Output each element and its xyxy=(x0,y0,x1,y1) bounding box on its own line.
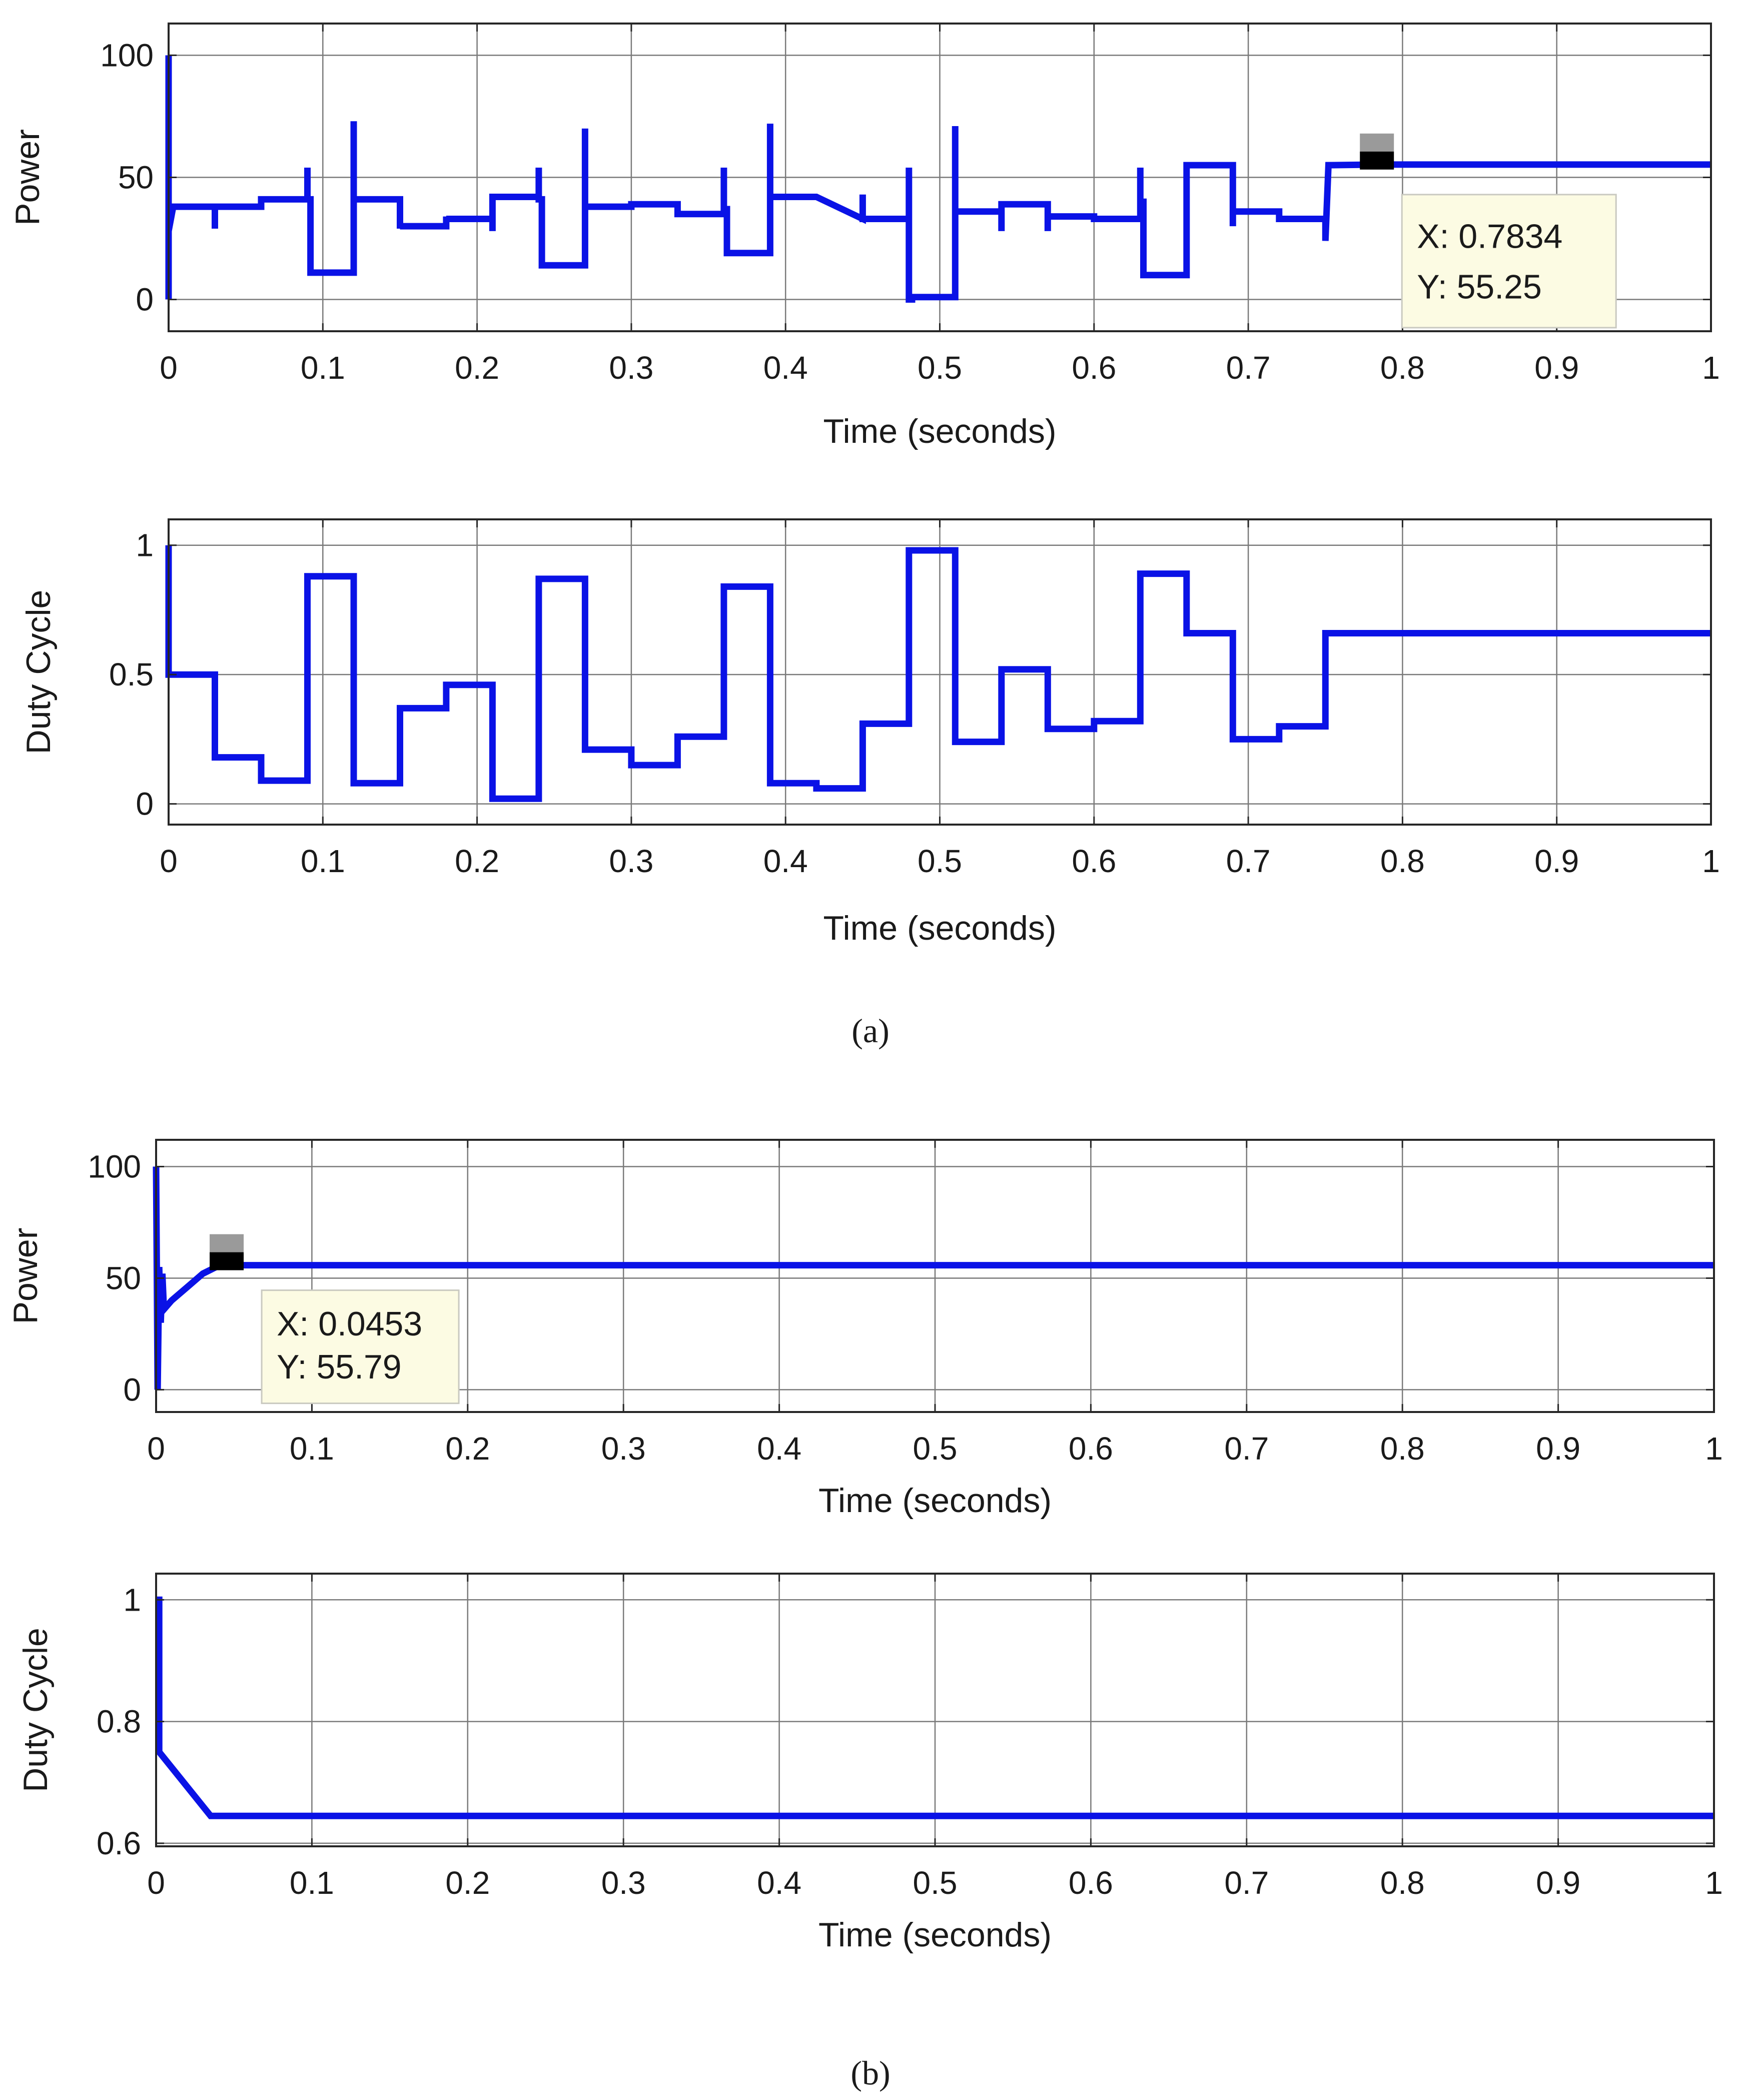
x-tick-label: 0.8 xyxy=(1380,350,1425,386)
y-tick-label: 50 xyxy=(118,160,154,196)
x-tick-label: 0.7 xyxy=(1226,350,1271,386)
series-line xyxy=(165,55,1711,303)
y-tick-label: 100 xyxy=(100,37,154,73)
x-tick-label: 0.1 xyxy=(301,843,345,879)
y-tick-label: 1 xyxy=(123,1582,141,1618)
caption-b: (b) xyxy=(850,2054,890,2092)
x-tick-label: 0.5 xyxy=(913,1865,958,1901)
x-tick-label: 0.9 xyxy=(1536,1431,1580,1467)
x-tick-label: 0.6 xyxy=(1072,350,1116,386)
duty-cycle-chart-b: 0 0.1 0.2 0.3 0.4 0.5 0.6 0.7 0.8 0.9 1 0.6 0.8 1 Time… xyxy=(17,1573,1723,1954)
x-axis-label: Time (seconds) xyxy=(823,909,1056,947)
x-tick-label: 0.7 xyxy=(1224,1865,1269,1901)
x-tick-label: 0.2 xyxy=(445,1865,490,1901)
power-chart-a: 0 0.1 0.2 0.3 0.4 0.5 0.6 0.7 0.8 0.9 1 0 50 100 Time … xyxy=(9,23,1720,450)
x-axis-label: Time (seconds) xyxy=(818,1916,1052,1954)
datatip-box xyxy=(1401,194,1617,329)
x-tick-label: 0.5 xyxy=(918,843,962,879)
x-tick-label: 0 xyxy=(147,1865,165,1901)
x-tick-label: 0.1 xyxy=(301,350,345,386)
x-tick-label: 0.6 xyxy=(1069,1431,1113,1467)
y-axis-label: Duty Cycle xyxy=(17,1628,55,1792)
y-tick-label: 0 xyxy=(136,282,154,318)
x-tick-label: 0.4 xyxy=(763,843,808,879)
x-tick-label: 0.7 xyxy=(1226,843,1271,879)
x-tick-label: 0.8 xyxy=(1380,1431,1425,1467)
x-tick-label: 0 xyxy=(160,350,178,386)
x-tick-label: 0.9 xyxy=(1534,350,1579,386)
x-tick-label: 0.1 xyxy=(290,1865,334,1901)
y-axis-label: Power xyxy=(9,129,47,226)
y-tick-label: 100 xyxy=(88,1149,141,1185)
y-axis-label: Duty Cycle xyxy=(20,590,58,755)
x-tick-label: 0.3 xyxy=(601,1865,646,1901)
y-tick-label: 50 xyxy=(106,1260,141,1296)
series-line xyxy=(165,545,1711,802)
duty-cycle-chart-a: 0 0.1 0.2 0.3 0.4 0.5 0.6 0.7 0.8 0.9 1 0 0.5 1 Time (… xyxy=(20,518,1720,947)
x-tick-label: 0.6 xyxy=(1069,1865,1113,1901)
datatip-x-text: X: 0.0453 xyxy=(277,1305,422,1343)
x-tick-label: 0.3 xyxy=(609,350,653,386)
y-axis-label: Power xyxy=(7,1228,45,1324)
x-tick-label: 1 xyxy=(1705,1865,1723,1901)
datatip-y-text: Y: 55.79 xyxy=(277,1348,402,1386)
y-tick-label: 0.5 xyxy=(109,656,154,692)
x-tick-label: 0.9 xyxy=(1534,843,1579,879)
x-tick-label: 0 xyxy=(160,843,178,879)
datatip-marker xyxy=(1360,151,1394,170)
x-tick-label: 0.2 xyxy=(445,1431,490,1467)
x-tick-label: 0.4 xyxy=(757,1865,801,1901)
x-tick-label: 0.4 xyxy=(763,350,808,386)
datatip-box xyxy=(261,1289,460,1405)
datatip-marker xyxy=(210,1252,244,1270)
x-tick-label: 0.5 xyxy=(918,350,962,386)
x-tick-label: 0.1 xyxy=(290,1431,334,1467)
x-axis-label: Time (seconds) xyxy=(818,1482,1052,1520)
x-tick-label: 0.4 xyxy=(757,1431,801,1467)
datatip-marker-top xyxy=(1360,133,1394,152)
x-tick-label: 0 xyxy=(147,1431,165,1467)
caption-a: (a) xyxy=(851,1012,889,1050)
x-tick-label: 0.9 xyxy=(1536,1865,1580,1901)
datatip-marker-top xyxy=(210,1234,244,1252)
x-tick-label: 1 xyxy=(1702,350,1720,386)
x-tick-label: 1 xyxy=(1702,843,1720,879)
x-tick-label: 0.2 xyxy=(455,350,499,386)
y-tick-label: 1 xyxy=(136,527,154,563)
y-tick-label: 0.8 xyxy=(97,1704,141,1740)
y-tick-label: 0.6 xyxy=(97,1825,141,1861)
y-tick-label: 0 xyxy=(123,1371,141,1408)
y-tick-label: 0 xyxy=(136,786,154,822)
x-tick-label: 0.3 xyxy=(609,843,653,879)
power-chart-b: 0 0.1 0.2 0.3 0.4 0.5 0.6 0.7 0.8 0.9 1 0 50 100 Time … xyxy=(7,1139,1723,1520)
x-tick-label: 0.2 xyxy=(455,843,499,879)
x-tick-label: 0.8 xyxy=(1380,1865,1425,1901)
x-tick-label: 0.5 xyxy=(913,1431,958,1467)
x-axis-label: Time (seconds) xyxy=(823,412,1056,450)
datatip-x-text: X: 0.7834 xyxy=(1417,217,1562,255)
x-tick-label: 1 xyxy=(1705,1431,1723,1467)
x-tick-label: 0.6 xyxy=(1072,843,1116,879)
x-tick-label: 0.7 xyxy=(1224,1431,1269,1467)
x-tick-label: 0.8 xyxy=(1380,843,1425,879)
x-tick-label: 0.3 xyxy=(601,1431,646,1467)
datatip-y-text: Y: 55.25 xyxy=(1417,268,1542,306)
